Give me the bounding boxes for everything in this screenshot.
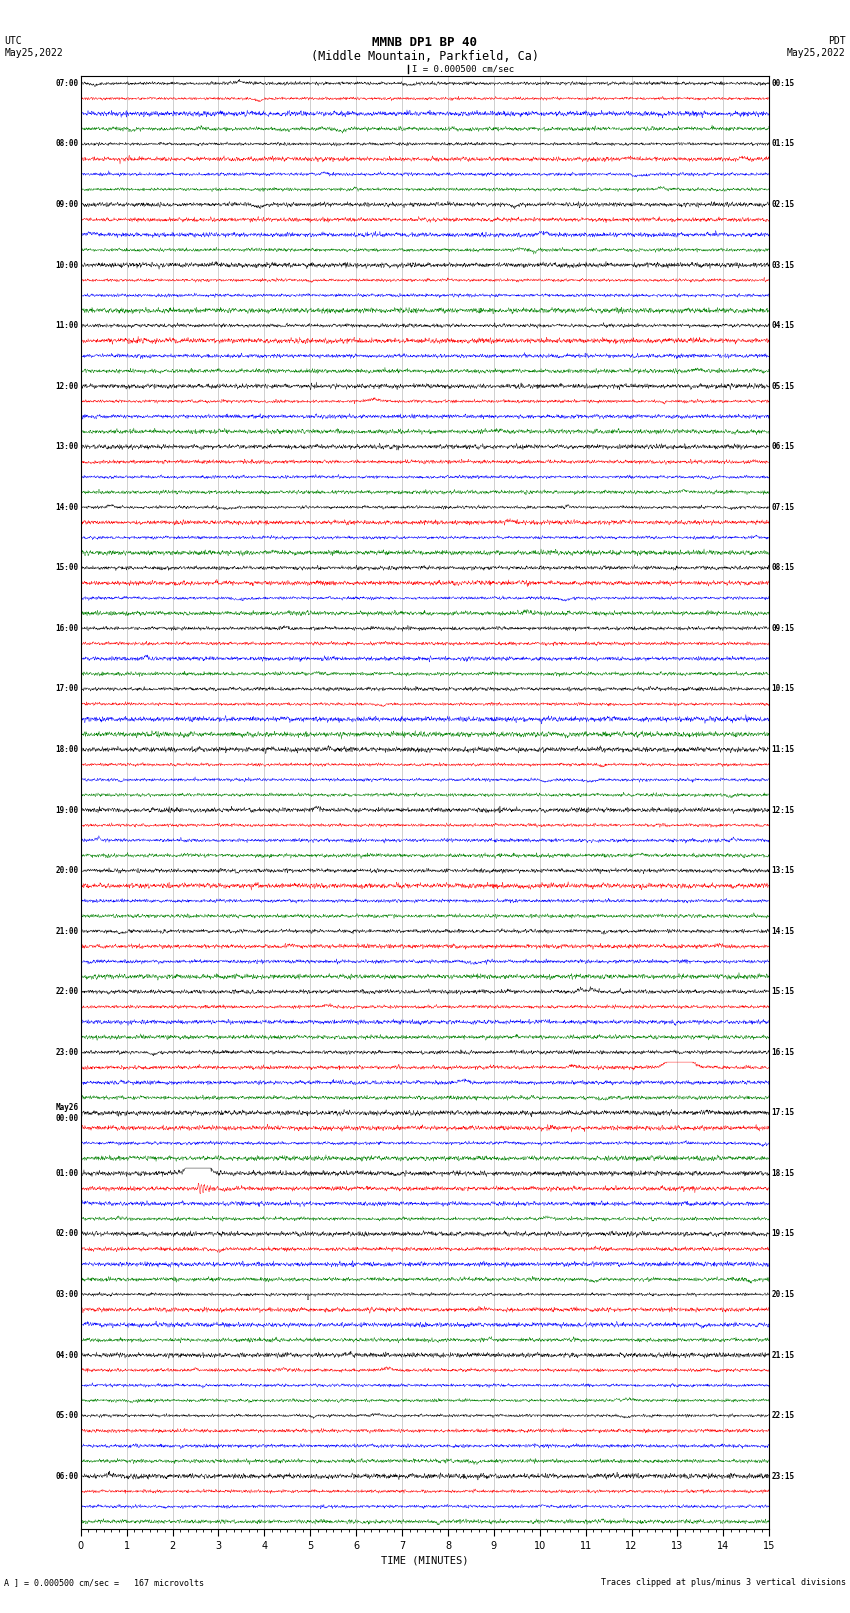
Text: 07:15: 07:15 bbox=[771, 503, 795, 511]
Text: 02:00: 02:00 bbox=[55, 1229, 79, 1239]
Text: 07:00: 07:00 bbox=[55, 79, 79, 87]
Text: May25,2022: May25,2022 bbox=[787, 47, 846, 58]
Text: 19:00: 19:00 bbox=[55, 805, 79, 815]
Text: 05:15: 05:15 bbox=[771, 382, 795, 390]
Text: 06:00: 06:00 bbox=[55, 1471, 79, 1481]
Text: 02:15: 02:15 bbox=[771, 200, 795, 210]
Text: I = 0.000500 cm/sec: I = 0.000500 cm/sec bbox=[412, 65, 514, 74]
Text: 13:00: 13:00 bbox=[55, 442, 79, 452]
Text: 14:00: 14:00 bbox=[55, 503, 79, 511]
Text: (Middle Mountain, Parkfield, Ca): (Middle Mountain, Parkfield, Ca) bbox=[311, 50, 539, 63]
Text: 18:00: 18:00 bbox=[55, 745, 79, 753]
Text: 23:15: 23:15 bbox=[771, 1471, 795, 1481]
Text: 11:00: 11:00 bbox=[55, 321, 79, 331]
Text: 16:00: 16:00 bbox=[55, 624, 79, 632]
Text: 09:00: 09:00 bbox=[55, 200, 79, 210]
Text: 22:00: 22:00 bbox=[55, 987, 79, 997]
Text: 17:15: 17:15 bbox=[771, 1108, 795, 1118]
Text: 10:00: 10:00 bbox=[55, 261, 79, 269]
X-axis label: TIME (MINUTES): TIME (MINUTES) bbox=[382, 1555, 468, 1565]
Text: 12:15: 12:15 bbox=[771, 805, 795, 815]
Text: 22:15: 22:15 bbox=[771, 1411, 795, 1419]
Text: A ] = 0.000500 cm/sec =   167 microvolts: A ] = 0.000500 cm/sec = 167 microvolts bbox=[4, 1578, 204, 1587]
Text: 20:15: 20:15 bbox=[771, 1290, 795, 1298]
Text: 06:15: 06:15 bbox=[771, 442, 795, 452]
Text: PDT: PDT bbox=[828, 37, 846, 47]
Text: 01:15: 01:15 bbox=[771, 139, 795, 148]
Text: 03:15: 03:15 bbox=[771, 261, 795, 269]
Text: 16:15: 16:15 bbox=[771, 1048, 795, 1057]
Text: 11:15: 11:15 bbox=[771, 745, 795, 753]
Text: 23:00: 23:00 bbox=[55, 1048, 79, 1057]
Text: 21:00: 21:00 bbox=[55, 926, 79, 936]
Text: Traces clipped at plus/minus 3 vertical divisions: Traces clipped at plus/minus 3 vertical … bbox=[601, 1578, 846, 1587]
Text: 10:15: 10:15 bbox=[771, 684, 795, 694]
Text: 05:00: 05:00 bbox=[55, 1411, 79, 1419]
Text: 09:15: 09:15 bbox=[771, 624, 795, 632]
Text: 01:00: 01:00 bbox=[55, 1169, 79, 1177]
Text: 17:00: 17:00 bbox=[55, 684, 79, 694]
Text: 18:15: 18:15 bbox=[771, 1169, 795, 1177]
Text: 14:15: 14:15 bbox=[771, 926, 795, 936]
Text: 15:15: 15:15 bbox=[771, 987, 795, 997]
Text: May25,2022: May25,2022 bbox=[4, 47, 63, 58]
Text: 13:15: 13:15 bbox=[771, 866, 795, 876]
Text: MMNB DP1 BP 40: MMNB DP1 BP 40 bbox=[372, 37, 478, 50]
Text: 04:15: 04:15 bbox=[771, 321, 795, 331]
Text: 15:00: 15:00 bbox=[55, 563, 79, 573]
Text: 08:00: 08:00 bbox=[55, 139, 79, 148]
Text: May26
00:00: May26 00:00 bbox=[55, 1103, 79, 1123]
Text: 00:15: 00:15 bbox=[771, 79, 795, 87]
Text: 03:00: 03:00 bbox=[55, 1290, 79, 1298]
Text: 20:00: 20:00 bbox=[55, 866, 79, 876]
Text: 19:15: 19:15 bbox=[771, 1229, 795, 1239]
Text: 04:00: 04:00 bbox=[55, 1350, 79, 1360]
Text: 08:15: 08:15 bbox=[771, 563, 795, 573]
Text: 12:00: 12:00 bbox=[55, 382, 79, 390]
Text: 21:15: 21:15 bbox=[771, 1350, 795, 1360]
Text: UTC: UTC bbox=[4, 37, 22, 47]
